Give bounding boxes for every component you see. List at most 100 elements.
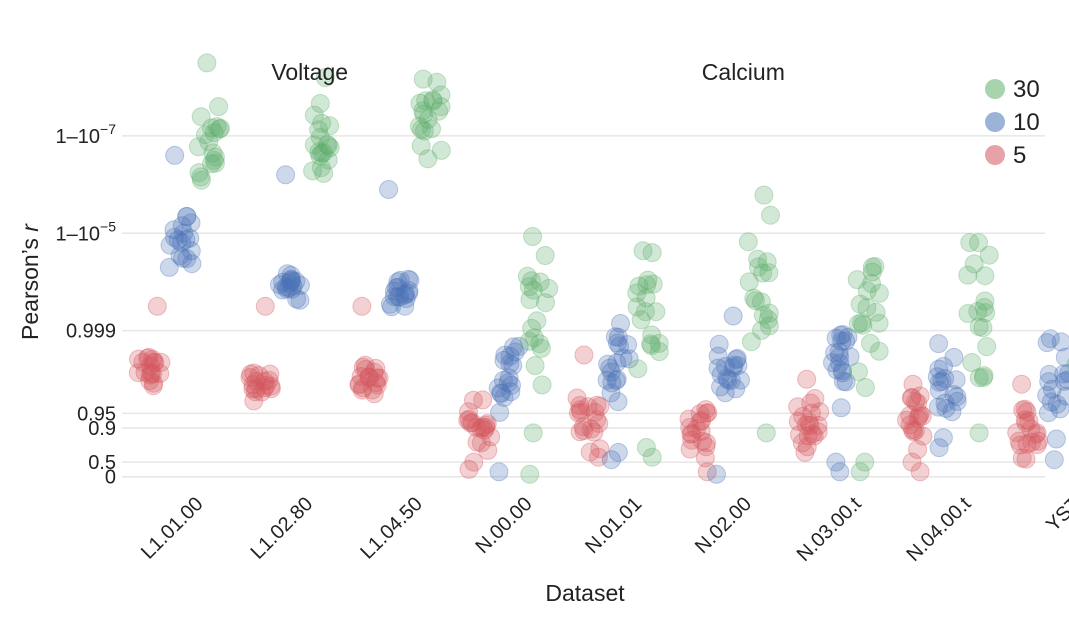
data-point (355, 355, 375, 375)
data-point (204, 123, 224, 143)
data-point (303, 161, 323, 181)
data-point (281, 271, 301, 291)
data-point (723, 306, 743, 326)
data-point (481, 427, 501, 447)
data-point (314, 143, 333, 163)
data-point (799, 412, 819, 432)
data-point (790, 425, 809, 445)
data-point (588, 447, 608, 467)
data-point (649, 342, 669, 362)
data-point (314, 163, 334, 183)
data-point (607, 353, 627, 373)
data-point (1016, 413, 1036, 433)
data-point (751, 292, 771, 312)
data-point (191, 107, 211, 127)
data-point (414, 104, 434, 124)
data-point (753, 305, 773, 325)
data-point (618, 335, 638, 355)
data-point (808, 415, 828, 435)
data-point (581, 419, 601, 439)
legend-marker (985, 79, 1005, 99)
data-point (477, 414, 497, 434)
data-point (802, 403, 821, 423)
data-point (138, 348, 158, 368)
data-point (352, 296, 372, 316)
series-5 (128, 296, 1048, 482)
data-point (641, 336, 661, 355)
data-point (637, 275, 657, 295)
data-point (475, 420, 494, 440)
data-point (379, 180, 399, 199)
data-point (280, 273, 300, 293)
data-point (929, 372, 949, 392)
data-point (823, 353, 842, 373)
data-point (633, 241, 653, 261)
data-point (174, 223, 194, 243)
data-point (969, 233, 988, 253)
data-point (587, 410, 607, 430)
data-point (390, 270, 410, 290)
data-point (598, 354, 618, 374)
x-tick-label: N.02.00 (691, 493, 756, 558)
data-point (568, 403, 588, 423)
data-point (838, 327, 858, 347)
data-point (498, 373, 518, 393)
data-point (580, 442, 600, 462)
data-point (929, 359, 949, 379)
y-axis-ticks: 00.5 0.90.95 0.999 1–10−5 1–10−7 (56, 121, 117, 489)
data-point (826, 452, 846, 472)
data-point (836, 372, 856, 392)
data-point (353, 357, 373, 377)
data-point (869, 341, 889, 361)
data-point (631, 310, 651, 330)
data-point (523, 423, 543, 443)
y-tick-label: 0.9 (88, 418, 116, 440)
legend-marker (985, 145, 1005, 165)
data-point (825, 343, 845, 363)
data-point (493, 370, 513, 390)
data-point (969, 423, 989, 443)
data-point (1021, 419, 1041, 439)
legend-marker (985, 112, 1005, 132)
data-point (519, 277, 539, 297)
data-point (1037, 333, 1057, 353)
data-point (413, 101, 433, 121)
data-point (353, 378, 373, 398)
data-point (525, 356, 545, 376)
data-point (1019, 411, 1039, 431)
data-point (570, 422, 590, 442)
data-point (177, 207, 197, 226)
data-point (463, 390, 483, 410)
data-point (412, 119, 431, 139)
data-point (530, 272, 550, 292)
data-point (973, 318, 993, 338)
data-point (759, 316, 779, 336)
data-point (177, 249, 197, 269)
data-point (524, 328, 544, 348)
data-point (905, 421, 925, 441)
data-point (681, 424, 701, 444)
data-point (352, 380, 372, 400)
data-point (1058, 370, 1069, 390)
data-point (715, 383, 735, 403)
data-point (395, 296, 415, 316)
data-point (144, 373, 164, 393)
data-point (1055, 347, 1069, 367)
data-point (1037, 385, 1057, 405)
data-point (902, 388, 922, 407)
data-point (697, 433, 716, 453)
data-point (311, 158, 331, 178)
data-point (395, 284, 415, 304)
data-point (810, 402, 830, 422)
data-point (698, 403, 718, 423)
data-point (627, 297, 647, 317)
data-point (413, 69, 433, 89)
data-point (202, 154, 221, 174)
data-point (690, 404, 710, 424)
data-point (629, 276, 649, 296)
data-point (273, 280, 293, 300)
data-point (709, 334, 729, 354)
data-point (797, 369, 817, 389)
data-point (902, 452, 922, 472)
data-point (636, 288, 656, 308)
